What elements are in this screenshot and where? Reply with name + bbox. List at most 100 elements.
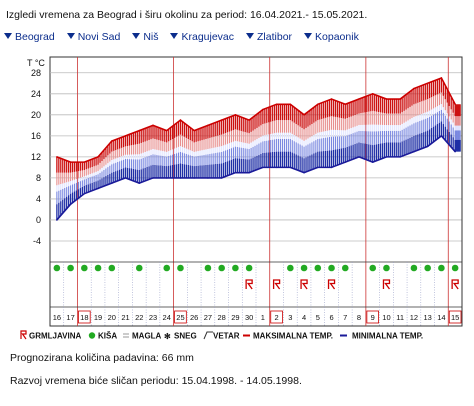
max-temp-point <box>248 119 250 121</box>
rain-icon <box>67 264 74 272</box>
min-temp-point <box>193 177 195 179</box>
date-label: 21 <box>121 313 129 322</box>
date-label: 25 <box>176 313 184 322</box>
legend-rain: KIŠA <box>98 332 117 341</box>
triangle-down-icon <box>246 33 255 39</box>
rain-icon <box>341 264 349 272</box>
city-link-3[interactable]: Kragujevac <box>170 31 234 43</box>
rain-icon <box>369 264 377 272</box>
date-label: 26 <box>190 313 198 322</box>
min-temp-point <box>262 166 264 169</box>
max-temp-point <box>399 98 402 100</box>
max-temp-point <box>193 129 195 132</box>
min-temp-point <box>440 135 443 137</box>
rain-icon <box>438 264 445 272</box>
highlight-day-box <box>448 310 462 324</box>
highlight-day-box <box>270 310 283 324</box>
min-temp-point <box>413 150 415 153</box>
date-label: 17 <box>66 313 74 322</box>
city-link-1[interactable]: Novi Sad <box>66 31 120 43</box>
legend-wind: VETAR <box>213 332 240 341</box>
rain-icon <box>81 264 88 272</box>
max-temp-point <box>317 103 319 106</box>
plot-area <box>49 56 463 327</box>
date-label: 1 <box>261 313 265 322</box>
precip-value: 66 <box>161 352 174 364</box>
rain-icon <box>328 264 335 272</box>
highlight-day-box <box>174 310 187 324</box>
rain-icon <box>232 264 239 272</box>
legend-min: MINIMALNA TEMP. <box>352 332 423 341</box>
min-temp-point <box>69 203 72 205</box>
date-label: 23 <box>149 313 157 322</box>
precip-label: Prognozirana količina padavina: <box>10 352 159 364</box>
max-temp-point <box>413 87 415 90</box>
min-temp-point <box>56 219 58 221</box>
max-temp-point <box>97 156 99 158</box>
min-temp-point <box>165 177 168 179</box>
min-temp-point <box>399 156 402 158</box>
max-temp-point <box>165 129 168 132</box>
max-temp-point <box>289 103 292 106</box>
triangle-down-icon <box>132 33 141 39</box>
min-temp-point <box>303 171 305 174</box>
city-label: Beograd <box>15 31 55 43</box>
thunder-icon <box>451 279 459 290</box>
city-link-0[interactable]: Beograd <box>4 31 55 43</box>
thunder-icon <box>300 279 308 290</box>
date-label: 24 <box>163 313 171 322</box>
min-temp-point <box>207 177 209 179</box>
page-title: Izgledi vremena za Beograd i širu okolin… <box>6 9 368 21</box>
max-temp-point <box>220 119 223 121</box>
date-label: 8 <box>357 313 361 322</box>
snow-legend-icon: ✻ <box>164 332 171 341</box>
max-temp-point <box>111 140 113 142</box>
min-temp-point <box>358 156 360 158</box>
rain-icon <box>383 264 390 272</box>
min-temp-point <box>234 171 237 174</box>
date-label: 7 <box>343 313 347 322</box>
rain-icon <box>451 264 459 272</box>
city-nav: Beograd Novi Sad Niš Kragujevac Zlatibor Kopa… <box>4 31 371 45</box>
rain-icon <box>177 264 184 272</box>
min-temp-point <box>220 177 223 179</box>
thunder-legend-icon <box>20 330 27 340</box>
legend-max: MAKSIMALNA TEMP. <box>253 332 333 341</box>
similar-value: 15.04.1998. - 14.05.1998. <box>181 375 302 387</box>
triangle-down-icon <box>170 33 179 39</box>
thunder-icon <box>327 279 336 290</box>
max-temp-point <box>69 161 72 163</box>
y-tick-label: 28 <box>31 68 41 78</box>
rain-icon <box>135 264 143 272</box>
city-label: Zlatibor <box>257 31 293 43</box>
y-tick-label: 24 <box>31 89 41 99</box>
city-link-2[interactable]: Niš <box>132 31 158 43</box>
rain-icon <box>300 264 308 272</box>
y-tick-label: 16 <box>31 131 41 141</box>
max-temp-point <box>124 135 127 137</box>
max-temp-point <box>426 82 429 85</box>
max-temp-line <box>56 77 456 163</box>
city-link-4[interactable]: Zlatibor <box>246 31 292 43</box>
rain-icon <box>424 264 431 272</box>
thunder-icon <box>245 279 253 290</box>
highlight-day-box <box>78 310 91 324</box>
date-label: 28 <box>217 313 225 322</box>
max-temp-point <box>454 103 456 106</box>
min-temp-point <box>275 166 278 169</box>
min-temp-point <box>179 177 182 179</box>
precip-unit: mm <box>176 352 194 364</box>
date-label: 10 <box>382 313 390 322</box>
min-temp-point <box>97 187 99 190</box>
city-link-5[interactable]: Kopaonik <box>304 31 359 43</box>
date-label: 12 <box>410 313 418 322</box>
date-label: 11 <box>396 313 404 322</box>
date-label: 6 <box>329 313 333 322</box>
max-temp-point <box>262 108 264 111</box>
rain-icon <box>410 264 418 272</box>
max-temp-point <box>385 98 388 100</box>
max-temp-point <box>207 124 209 127</box>
min-temp-point <box>138 182 141 184</box>
legend-fog: MAGLA <box>132 332 162 341</box>
city-label: Kragujevac <box>181 31 235 43</box>
